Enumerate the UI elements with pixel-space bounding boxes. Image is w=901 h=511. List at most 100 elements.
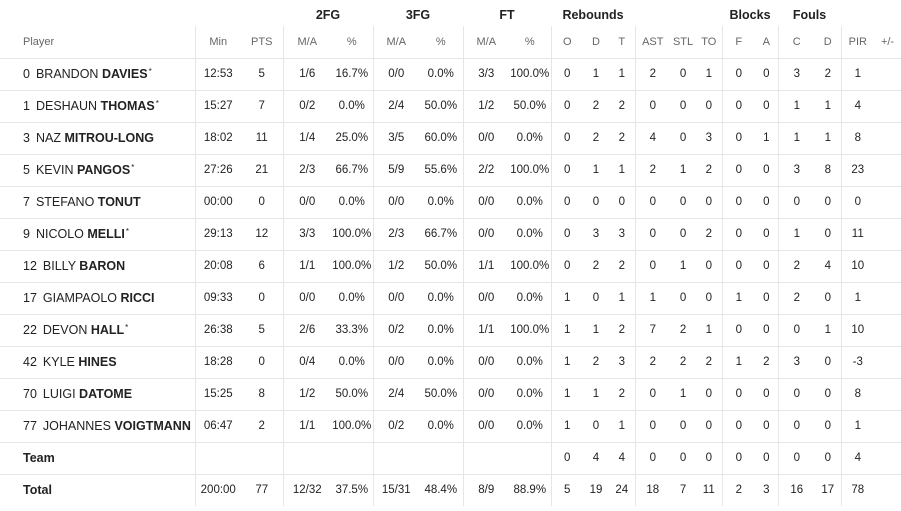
player-first-name: NAZ xyxy=(35,131,61,145)
player-first-name: DESHAUN xyxy=(35,99,98,113)
player-row: 0 BRANDON DAVIES* 12:53 5 1/6 16.7% 0/0 0.0% 3/3… xyxy=(0,57,901,90)
cell-fg3-ma: 0/0 xyxy=(372,57,419,90)
player-cell[interactable]: 70 LUIGI DATOME xyxy=(0,377,195,410)
player-cell[interactable]: 17 GIAMPAOLO RICCI xyxy=(0,281,195,314)
col-2fg-ma[interactable]: M/A xyxy=(282,26,331,58)
col-2fg-pct[interactable]: % xyxy=(346,35,357,48)
col-player[interactable]: Player xyxy=(23,35,55,48)
cell-reb-t: 2 xyxy=(609,249,636,282)
col-pts[interactable]: PTS xyxy=(251,35,273,48)
cell-reb-o: 1 xyxy=(550,377,583,410)
col-foul-c[interactable]: C xyxy=(777,26,816,58)
col-pir[interactable]: PIR xyxy=(840,26,875,58)
cell-foul-d: 2 xyxy=(815,57,842,90)
player-first-name: KYLE xyxy=(42,355,75,369)
player-cell[interactable]: 3 NAZ MITROU-LONG xyxy=(0,121,195,154)
col-stl[interactable]: STL xyxy=(672,35,694,48)
cell-reb-o: 0 xyxy=(550,89,583,122)
cell-foul-c: 0 xyxy=(777,409,816,442)
cell-reb-o: 0 xyxy=(550,121,583,154)
cell-to: 0 xyxy=(696,377,723,410)
player-cell[interactable]: 22 DEVON HALL* xyxy=(0,313,195,346)
cell-ft-pct: 0.0% xyxy=(509,281,551,314)
cell-pir: 23 xyxy=(840,153,875,186)
cell-fg3-ma: 15/31 xyxy=(372,473,419,506)
player-cell[interactable]: 7 STEFANO TONUT xyxy=(0,185,195,218)
cell-fg3-pct: 55.6% xyxy=(419,153,463,186)
starter-marker: * xyxy=(125,227,129,236)
cell-ast: 0 xyxy=(634,409,671,442)
cell-pm xyxy=(874,345,901,378)
cell-foul-d: 8 xyxy=(815,153,842,186)
cell-stl: 1 xyxy=(670,153,697,186)
cell-pm xyxy=(874,185,901,218)
cell-blk-f: 2 xyxy=(721,473,756,506)
cell-fg2-pct: 0.0% xyxy=(331,345,373,378)
player-cell[interactable]: 9 NICOLO MELLI* xyxy=(0,217,195,250)
col-ft-pct[interactable]: % xyxy=(524,35,535,48)
player-cell[interactable]: 42 KYLE HINES xyxy=(0,345,195,378)
cell-to: 0 xyxy=(696,441,723,474)
col-3fg-ma[interactable]: M/A xyxy=(372,26,419,58)
col-to[interactable]: TO xyxy=(701,35,717,48)
cell-pts: 11 xyxy=(241,121,283,154)
col-reb-o[interactable]: O xyxy=(550,26,583,58)
cell-foul-d: 0 xyxy=(815,377,842,410)
cell-fg3-pct: 50.0% xyxy=(419,249,463,282)
player-cell[interactable]: 12 BILLY BARON xyxy=(0,249,195,282)
cell-reb-o: 0 xyxy=(550,57,583,90)
player-row: 77 JOHANNES VOIGTMANN 06:47 2 1/1 100.0% 0/2 0.… xyxy=(0,409,901,442)
col-reb-t[interactable]: T xyxy=(618,35,626,48)
cell-reb-t: 1 xyxy=(609,281,636,314)
cell-reb-d: 19 xyxy=(583,473,609,506)
cell-reb-o: 1 xyxy=(550,409,583,442)
cell-blk-a: 0 xyxy=(755,281,779,314)
col-blk-a[interactable]: A xyxy=(762,35,770,48)
cell-ft-pct: 0.0% xyxy=(509,121,551,154)
col-foul-d[interactable]: D xyxy=(823,35,832,48)
cell-ast: 0 xyxy=(634,185,671,218)
cell-reb-o: 0 xyxy=(550,441,583,474)
cell-pir: 1 xyxy=(840,409,875,442)
col-reb-d[interactable]: D xyxy=(592,35,600,48)
cell-pm xyxy=(874,153,901,186)
cell-fg3-pct: 0.0% xyxy=(419,313,463,346)
cell-reb-d: 2 xyxy=(583,345,609,378)
col-ast[interactable]: AST xyxy=(634,26,671,58)
cell-fg2-ma: 1/1 xyxy=(282,409,331,442)
player-cell[interactable]: 5 KEVIN PANGOS* xyxy=(0,153,195,186)
player-last-name: RICCI xyxy=(120,291,155,305)
player-first-name: DEVON xyxy=(42,323,88,337)
cell-reb-o: 1 xyxy=(550,345,583,378)
cell-reb-d: 1 xyxy=(583,153,609,186)
cell-reb-t: 1 xyxy=(609,57,636,90)
col-ft-ma[interactable]: M/A xyxy=(462,26,509,58)
cell-min: 15:25 xyxy=(194,377,241,410)
col-blk-f[interactable]: F xyxy=(721,26,756,58)
col-plus-minus[interactable]: +/- xyxy=(880,35,895,48)
cell-pir: 8 xyxy=(840,377,875,410)
cell-ast: 4 xyxy=(634,121,671,154)
player-number: 1 xyxy=(23,99,30,113)
cell-blk-f: 0 xyxy=(721,249,756,282)
cell-foul-d: 17 xyxy=(815,473,842,506)
cell-blk-f: 1 xyxy=(721,281,756,314)
cell-pm xyxy=(874,89,901,122)
cell-blk-a: 3 xyxy=(755,473,779,506)
cell-ft-pct: 100.0% xyxy=(509,313,551,346)
cell-blk-f: 0 xyxy=(721,57,756,90)
cell-blk-f: 0 xyxy=(721,89,756,122)
group-ft: FT xyxy=(499,8,515,22)
player-last-name: MELLI xyxy=(87,227,125,241)
cell-fg3-ma: 2/4 xyxy=(372,89,419,122)
player-cell[interactable]: 0 BRANDON DAVIES* xyxy=(0,57,195,90)
col-3fg-pct[interactable]: % xyxy=(435,35,446,48)
col-min[interactable]: Min xyxy=(194,26,241,58)
player-cell[interactable]: 77 JOHANNES VOIGTMANN xyxy=(0,409,195,442)
cell-reb-d: 4 xyxy=(583,441,609,474)
cell-min: 18:02 xyxy=(194,121,241,154)
cell-foul-c: 0 xyxy=(777,377,816,410)
player-cell[interactable]: 1 DESHAUN THOMAS* xyxy=(0,89,195,122)
cell-blk-a: 0 xyxy=(755,185,779,218)
player-last-name: TONUT xyxy=(97,195,141,209)
